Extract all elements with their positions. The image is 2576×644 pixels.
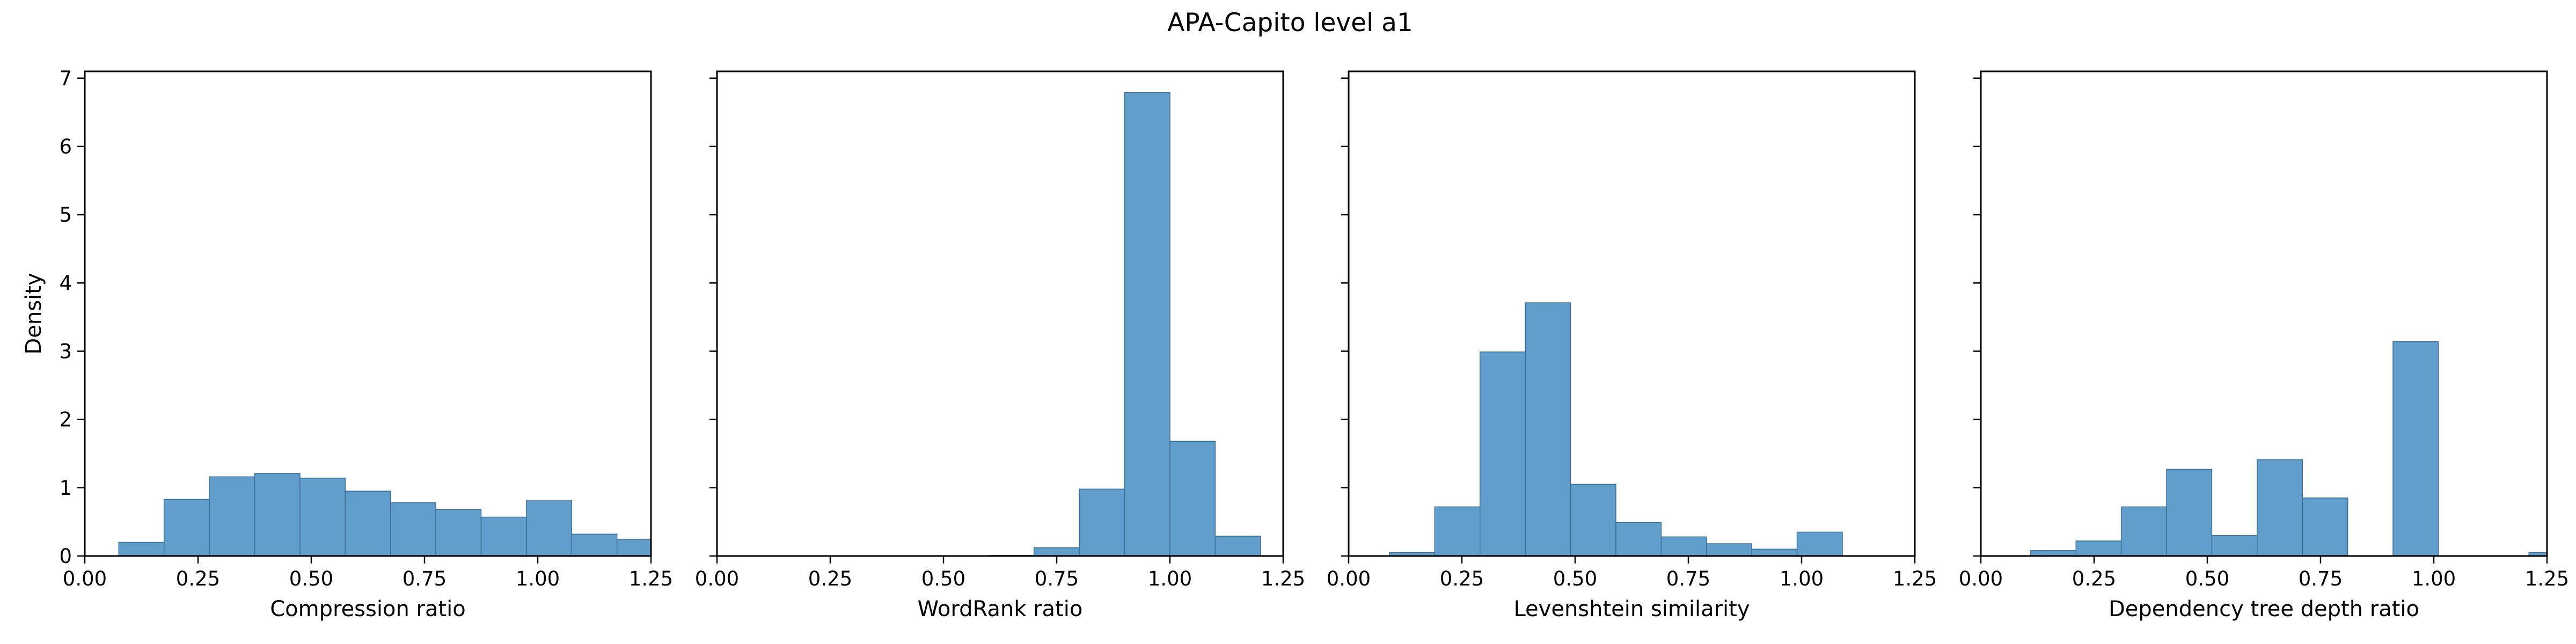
axes-frame (1980, 70, 2548, 557)
histogram-bar (2120, 506, 2167, 556)
x-tick-label: 0.75 (1666, 567, 1710, 590)
histogram-bar (118, 541, 165, 556)
histogram-bar (2166, 469, 2213, 556)
x-tick-label: 0.50 (1553, 567, 1597, 590)
x-tick-label: 0.25 (176, 567, 220, 590)
histogram-bar (163, 499, 210, 556)
histogram-bar (1706, 543, 1752, 556)
x-tick-label: 0.75 (402, 567, 447, 590)
x-tick-label: 0.50 (2185, 567, 2229, 590)
histogram-bar (2075, 540, 2122, 556)
y-tick-label: 1 (59, 477, 72, 500)
x-axis-label: Compression ratio (270, 597, 466, 621)
x-tick-label: 1.00 (1148, 567, 1192, 590)
x-tick-label: 0.25 (808, 567, 852, 590)
x-tick-label: 0.50 (921, 567, 965, 590)
x-axis-label: Dependency tree depth ratio (2109, 597, 2419, 621)
subplot-1: 0.00 0.25 0.50 0.75 1.00 1.25 0 1 2 3 4 5 6 7 Compress… (21, 67, 673, 621)
histogram-bar (1034, 547, 1080, 556)
y-axis-label: Density (21, 273, 46, 354)
y-tick-label: 2 (59, 408, 72, 431)
histogram-bar (1480, 351, 1526, 556)
histogram-bar (1525, 302, 1571, 556)
x-tick-label: 0.00 (1327, 567, 1371, 590)
histogram-bar (616, 539, 651, 556)
x-tick-label: 1.00 (2412, 567, 2456, 590)
x-tick-label: 1.25 (1893, 567, 1937, 590)
histogram-bar (1434, 506, 1481, 556)
histogram-bar (435, 509, 482, 556)
y-tick-label: 6 (59, 135, 72, 158)
histogram-bar (1570, 484, 1616, 556)
y-tick-label: 4 (59, 272, 72, 295)
histogram-bars (2030, 341, 2547, 556)
histogram-bar (1079, 488, 1125, 556)
x-tick-label: 0.25 (2072, 567, 2116, 590)
histogram-bar (1169, 441, 1216, 556)
histogram-bar (2030, 550, 2076, 556)
histogram-bar (390, 502, 436, 556)
histogram-bar (1124, 92, 1170, 556)
x-tick-label: 0.25 (1440, 567, 1484, 590)
subplot-2: 0.00 0.25 0.50 0.75 1.00 1.25 WordRank ratio (695, 70, 1305, 621)
subplot-3: 0.00 0.25 0.50 0.75 1.00 1.25 Levenshtein simi… (1327, 70, 1937, 621)
histogram-bars (988, 92, 1261, 556)
histogram-bar (480, 516, 527, 556)
subplot-4: 0.00 0.25 0.50 0.75 1.00 1.25 Dependency tree … (1959, 70, 2569, 621)
x-tick-label: 1.25 (2525, 567, 2569, 590)
y-tick-label: 7 (59, 67, 72, 90)
figure-title: APA-Capito level a1 (1167, 8, 1413, 38)
x-tick-label: 0.50 (289, 567, 333, 590)
histogram-bar (254, 473, 301, 556)
y-tick-label: 3 (59, 340, 72, 363)
histogram-bars (118, 473, 651, 556)
histogram-bar (1796, 531, 1843, 556)
histogram-bar (526, 500, 573, 556)
histogram-bar (1615, 522, 1662, 556)
histogram-bar (2257, 459, 2303, 556)
x-axis-label: WordRank ratio (918, 597, 1083, 621)
axes-frame (716, 70, 1284, 557)
x-tick-label: 1.00 (1780, 567, 1824, 590)
histogram-bars (1389, 302, 1843, 556)
x-tick-label: 1.25 (1261, 567, 1305, 590)
histogram-bar (1751, 548, 1798, 556)
histogram-bar (209, 476, 255, 556)
histogram-bar (2528, 552, 2547, 556)
x-tick-label: 0.00 (1959, 567, 2003, 590)
x-tick-label: 1.00 (516, 567, 560, 590)
histogram-bar (571, 533, 618, 556)
histogram-bar (1660, 536, 1707, 556)
histogram-bar (2392, 341, 2439, 556)
histogram-bar (2302, 497, 2348, 556)
histogram-bar (1214, 536, 1261, 556)
x-axis-label: Levenshtein similarity (1513, 597, 1750, 621)
histogram-bar (345, 491, 391, 556)
x-tick-label: 0.75 (1035, 567, 1079, 590)
y-tick-label: 5 (59, 203, 72, 226)
x-tick-label: 0.00 (695, 567, 739, 590)
axes-frame (84, 70, 652, 557)
x-tick-label: 0.00 (63, 567, 107, 590)
y-tick-label: 0 (59, 545, 72, 568)
histogram-bar (2211, 535, 2258, 556)
subplot-panels: 0.00 0.25 0.50 0.75 1.00 1.25 0 1 2 3 4 5 6 7 Compress… (21, 67, 2569, 621)
x-tick-label: 0.75 (2299, 567, 2343, 590)
axes-frame (1348, 70, 1916, 557)
x-tick-label: 1.25 (629, 567, 673, 590)
histogram-bar (299, 478, 346, 556)
